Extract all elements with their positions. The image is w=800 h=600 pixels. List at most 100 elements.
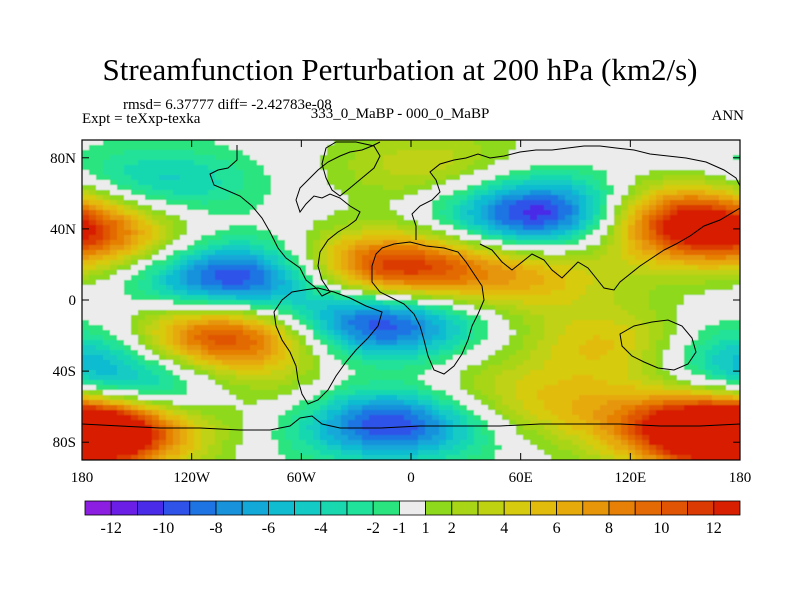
field-cell: [327, 305, 335, 311]
field-cell: [187, 295, 195, 301]
field-cell: [719, 355, 727, 361]
field-cell: [236, 215, 244, 221]
field-cell: [698, 335, 706, 341]
field-cell: [180, 195, 188, 201]
field-cell: [593, 160, 601, 166]
field-cell: [124, 375, 132, 381]
field-cell: [474, 240, 482, 246]
field-cell: [712, 155, 720, 161]
field-cell: [306, 305, 314, 311]
field-cell: [285, 160, 293, 166]
field-cell: [684, 175, 692, 181]
field-cell: [425, 140, 433, 146]
field-cell: [369, 190, 377, 196]
field-cell: [285, 305, 293, 311]
field-cell: [110, 365, 118, 371]
field-cell: [572, 335, 580, 341]
field-cell: [523, 350, 531, 356]
field-cell: [229, 280, 237, 286]
field-cell: [607, 150, 615, 156]
field-cell: [229, 230, 237, 236]
field-cell: [642, 180, 650, 186]
field-cell: [551, 225, 559, 231]
field-cell: [299, 175, 307, 181]
field-cell: [236, 250, 244, 256]
field-cell: [222, 185, 230, 191]
field-cell: [460, 235, 468, 241]
field-cell: [712, 170, 720, 176]
field-cell: [236, 285, 244, 291]
field-cell: [684, 185, 692, 191]
field-cell: [705, 350, 713, 356]
field-cell: [467, 365, 475, 371]
field-cell: [355, 240, 363, 246]
field-cell: [194, 140, 202, 146]
field-cell: [201, 355, 209, 361]
field-cell: [180, 225, 188, 231]
field-cell: [439, 190, 447, 196]
field-cell: [565, 255, 573, 261]
field-cell: [306, 200, 314, 206]
field-cell: [257, 395, 265, 401]
field-cell: [488, 280, 496, 286]
field-cell: [691, 170, 699, 176]
field-cell: [362, 230, 370, 236]
field-cell: [376, 280, 384, 286]
field-cell: [208, 390, 216, 396]
field-cell: [537, 195, 545, 201]
field-cell: [544, 305, 552, 311]
field-cell: [110, 325, 118, 331]
field-cell: [460, 390, 468, 396]
field-cell: [397, 340, 405, 346]
field-cell: [299, 210, 307, 216]
field-cell: [663, 155, 671, 161]
field-cell: [404, 330, 412, 336]
field-cell: [649, 225, 657, 231]
field-cell: [481, 145, 489, 151]
field-cell: [152, 305, 160, 311]
field-cell: [250, 385, 258, 391]
field-cell: [348, 265, 356, 271]
field-cell: [285, 265, 293, 271]
field-cell: [243, 270, 251, 276]
field-cell: [712, 185, 720, 191]
field-cell: [292, 330, 300, 336]
field-cell: [124, 170, 132, 176]
field-cell: [425, 395, 433, 401]
field-cell: [264, 140, 272, 146]
field-cell: [642, 185, 650, 191]
field-cell: [537, 390, 545, 396]
field-cell: [271, 300, 279, 306]
field-cell: [614, 165, 622, 171]
field-cell: [215, 300, 223, 306]
field-cell: [327, 175, 335, 181]
field-cell: [607, 285, 615, 291]
field-cell: [628, 200, 636, 206]
field-cell: [222, 360, 230, 366]
field-cell: [82, 245, 90, 251]
field-cell: [593, 370, 601, 376]
field-cell: [523, 315, 531, 321]
field-cell: [495, 220, 503, 226]
field-cell: [726, 335, 734, 341]
field-cell: [257, 330, 265, 336]
field-cell: [726, 200, 734, 206]
field-cell: [544, 200, 552, 206]
field-cell: [551, 245, 559, 251]
field-cell: [320, 260, 328, 266]
field-cell: [418, 335, 426, 341]
field-cell: [264, 315, 272, 321]
field-cell: [663, 340, 671, 346]
field-cell: [411, 355, 419, 361]
field-cell: [89, 200, 97, 206]
field-cell: [257, 250, 265, 256]
field-cell: [467, 225, 475, 231]
field-cell: [474, 185, 482, 191]
field-cell: [474, 140, 482, 146]
field-cell: [600, 230, 608, 236]
field-cell: [306, 385, 314, 391]
field-cell: [131, 300, 139, 306]
field-cell: [551, 195, 559, 201]
field-cell: [390, 260, 398, 266]
field-cell: [355, 390, 363, 396]
